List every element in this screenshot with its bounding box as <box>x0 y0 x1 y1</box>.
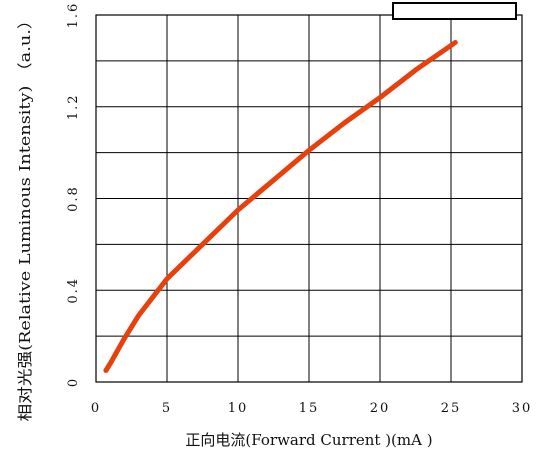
x-axis-title: 正向电流(Forward Current )(mA ) <box>185 431 432 449</box>
series-group <box>103 40 458 373</box>
x-tick-label: 30 <box>512 401 533 416</box>
x-tick-labels: 0 5 10 15 20 25 30 <box>91 401 533 416</box>
x-tick-label: 0 <box>91 401 101 416</box>
x-tick-label: 15 <box>299 401 320 416</box>
plot-frame <box>95 14 523 383</box>
series-line-0 <box>103 40 458 373</box>
grid <box>96 15 522 382</box>
y-tick-label: 1.2 <box>66 93 81 120</box>
y-tick-label: 0.8 <box>66 185 81 212</box>
y-axis-title: 相对光强(Relative Luminous Intensity) （a.u.） <box>16 12 34 422</box>
y-tick-label: 0.4 <box>66 277 81 304</box>
x-tick-label: 25 <box>441 401 462 416</box>
y-tick-label: 1.6 <box>66 2 81 29</box>
x-tick-label: 10 <box>228 401 249 416</box>
y-tick-label: 0 <box>66 377 81 387</box>
x-tick-label: 20 <box>370 401 391 416</box>
legend-box <box>392 2 517 20</box>
x-tick-label: 5 <box>162 401 172 416</box>
y-tick-labels: 0 0.4 0.8 1.2 1.6 <box>66 2 81 387</box>
